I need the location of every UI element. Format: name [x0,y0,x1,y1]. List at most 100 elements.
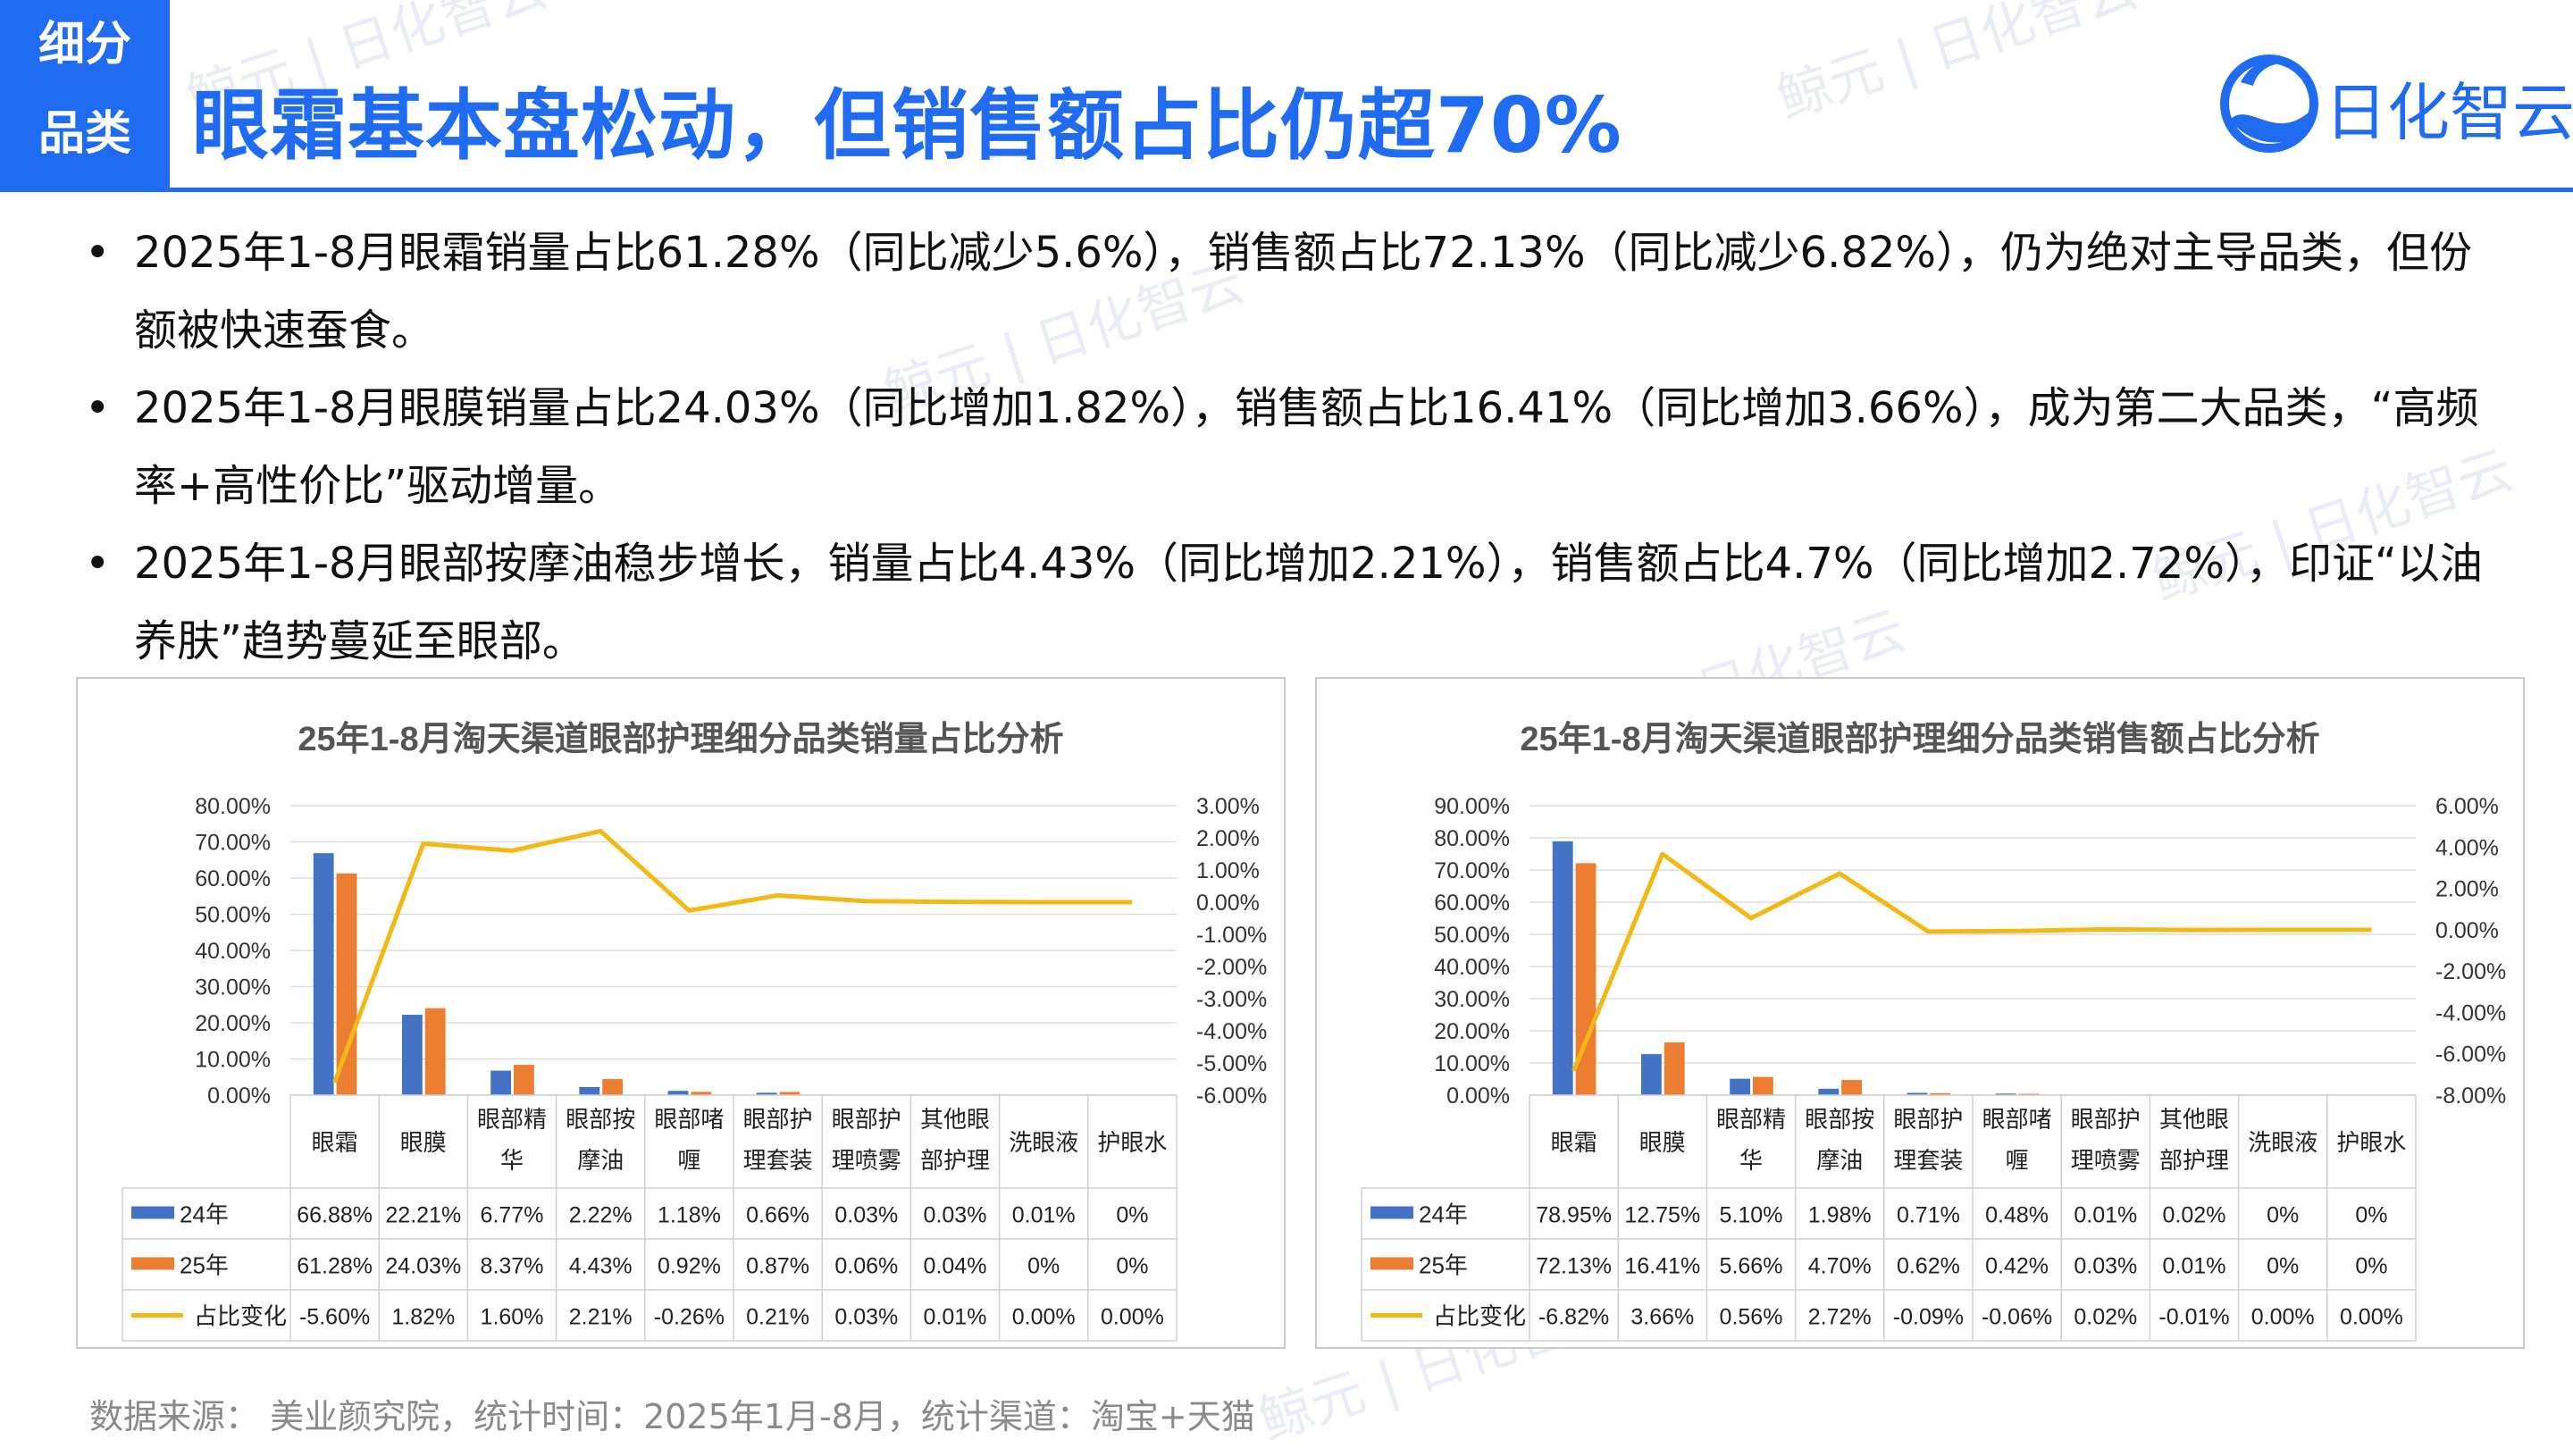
line-占比变化 [335,831,1133,1082]
category-label: 眼膜 [400,1129,447,1156]
brand-name: 日化智云 [2325,63,2573,153]
y-tick-label: 50.00% [1434,923,1510,948]
table-cell-value: -0.09% [1893,1305,1964,1330]
category-label: 喱 [2006,1147,2029,1174]
bar-24年 [314,853,334,1095]
table-cell-value: -6.82% [1538,1305,1609,1330]
category-label: 眼部按 [566,1106,635,1133]
y2-tick-label: -8.00% [2435,1084,2506,1109]
bar-25年 [425,1008,446,1095]
y2-tick-label: 4.00% [2435,835,2499,860]
category-label: 理喷雾 [832,1147,901,1174]
table-cell-value: 0.66% [746,1203,809,1228]
section-tag: 细分 品类 [0,0,170,188]
category-label: 部护理 [2159,1147,2229,1174]
table-cell-value: 1.18% [658,1203,721,1228]
table-cell-value: 0.92% [658,1254,721,1279]
category-label: 眼部护 [743,1106,813,1133]
y-tick-label: 30.00% [1434,987,1510,1012]
table-cell-value: -0.01% [2158,1305,2229,1330]
bullet-text: 2025年1-8月眼部按摩油稳步增长，销量占比4.43%（同比增加2.21%），… [134,539,2483,666]
bar-25年 [337,874,357,1095]
watermark: 鲸元 | 日化智云 [1766,0,2146,134]
table-cell-value: 0.01% [1012,1203,1076,1228]
category-label: 华 [1739,1147,1763,1174]
table-cell-value: 0.06% [834,1254,898,1279]
legend-label: 占比变化 [1433,1303,1526,1330]
table-cell-value: -0.06% [1982,1305,2052,1330]
bar-24年 [1818,1089,1839,1095]
table-cell-value: 0% [2267,1203,2299,1228]
table-cell-value: 66.88% [297,1203,373,1228]
category-label: 摩油 [1816,1147,1863,1174]
y2-tick-label: 0.00% [2435,918,2499,943]
category-label: 眼部啫 [654,1106,724,1133]
table-cell-value: 0% [2267,1254,2299,1279]
legend-label: 24年 [180,1201,229,1228]
y2-tick-label: -1.00% [1196,923,1267,948]
table-cell-value: 0.00% [2251,1305,2315,1330]
table-cell-value: 1.60% [481,1305,544,1330]
y-tick-label: 80.00% [1434,826,1510,851]
y-tick-label: 40.00% [195,939,271,964]
y2-tick-label: 2.00% [1196,826,1260,851]
y2-tick-label: -6.00% [1196,1084,1267,1109]
table-cell-value: 2.72% [1808,1305,1872,1330]
table-cell-value: 0.00% [1012,1305,1076,1330]
category-label: 眼霜 [312,1129,358,1156]
table-cell-value: 2.22% [569,1203,633,1228]
section-tag-line1: 细分 [0,0,170,89]
y-tick-label: 20.00% [195,1011,271,1036]
category-label: 眼部啫 [1982,1106,2052,1133]
table-cell-value: 8.37% [481,1254,544,1279]
table-cell-value: 0.04% [924,1254,987,1279]
bullet-list: • 2025年1-8月眼霜销量占比61.28%（同比减少5.6%），销售额占比7… [85,214,2497,681]
table-cell-value: -5.60% [299,1305,370,1330]
bullet-item: • 2025年1-8月眼部按摩油稳步增长，销量占比4.43%（同比增加2.21%… [85,525,2497,681]
y2-tick-label: -4.00% [2435,1000,2506,1025]
bullet-text: 2025年1-8月眼膜销量占比24.03%（同比增加1.82%），销售额占比16… [134,383,2478,511]
category-label: 护眼水 [1097,1129,1167,1156]
table-cell-value: 0.02% [2074,1305,2137,1330]
bar-24年 [1553,841,1573,1095]
table-cell-value: -0.26% [654,1305,725,1330]
table-cell-value: 0.03% [2074,1254,2137,1279]
table-cell-value: 0% [2355,1254,2387,1279]
y2-tick-label: -5.00% [1196,1051,1267,1076]
bar-25年 [1664,1042,1685,1095]
category-label: 理喷雾 [2071,1147,2141,1174]
legend-key-25年 [131,1258,174,1270]
legend-label: 25年 [180,1252,229,1279]
table-cell-value: 0.62% [1897,1254,1960,1279]
chart-title: 25年1-8月淘天渠道眼部护理细分品类销量占比分析 [298,721,1063,758]
y-tick-label: 60.00% [1434,891,1510,916]
bullet-dot-icon: • [85,525,110,603]
brand-logo: 日化智云 [2214,46,2509,154]
line-占比变化 [1574,854,2372,1071]
table-cell-value: 1.82% [391,1305,455,1330]
table-cell-value: 3.66% [1630,1305,1694,1330]
y-tick-label: 10.00% [195,1048,271,1073]
bar-25年 [602,1079,623,1095]
table-cell-value: 78.95% [1536,1203,1612,1228]
table-cell-value: 0.42% [1985,1254,2049,1279]
table-cell-value: 0.03% [924,1203,987,1228]
table-cell-value: 0.03% [834,1305,898,1330]
bar-24年 [402,1015,423,1095]
bar-25年 [1753,1077,1773,1095]
table-cell-value: 22.21% [385,1203,461,1228]
bullet-item: • 2025年1-8月眼膜销量占比24.03%（同比增加1.82%），销售额占比… [85,370,2497,525]
y2-tick-label: 0.00% [1196,891,1260,916]
table-cell-value: 61.28% [297,1254,373,1279]
legend-label: 24年 [1419,1201,1468,1228]
table-cell-value: 0.48% [1985,1203,2049,1228]
table-cell-value: 0% [2355,1203,2387,1228]
data-source-note: 数据来源： 美业颜究院，统计时间：2025年1月-8月，统计渠道：淘宝+天猫 [89,1389,1255,1438]
chart-title: 25年1-8月淘天渠道眼部护理细分品类销售额占比分析 [1520,721,2319,758]
category-label: 眼部精 [1716,1106,1786,1133]
bullet-text: 2025年1-8月眼霜销量占比61.28%（同比减少5.6%），销售额占比72.… [134,228,2472,356]
table-cell-value: 5.10% [1720,1203,1783,1228]
y-tick-label: 30.00% [195,975,271,1000]
category-label: 眼部护 [2071,1106,2141,1133]
